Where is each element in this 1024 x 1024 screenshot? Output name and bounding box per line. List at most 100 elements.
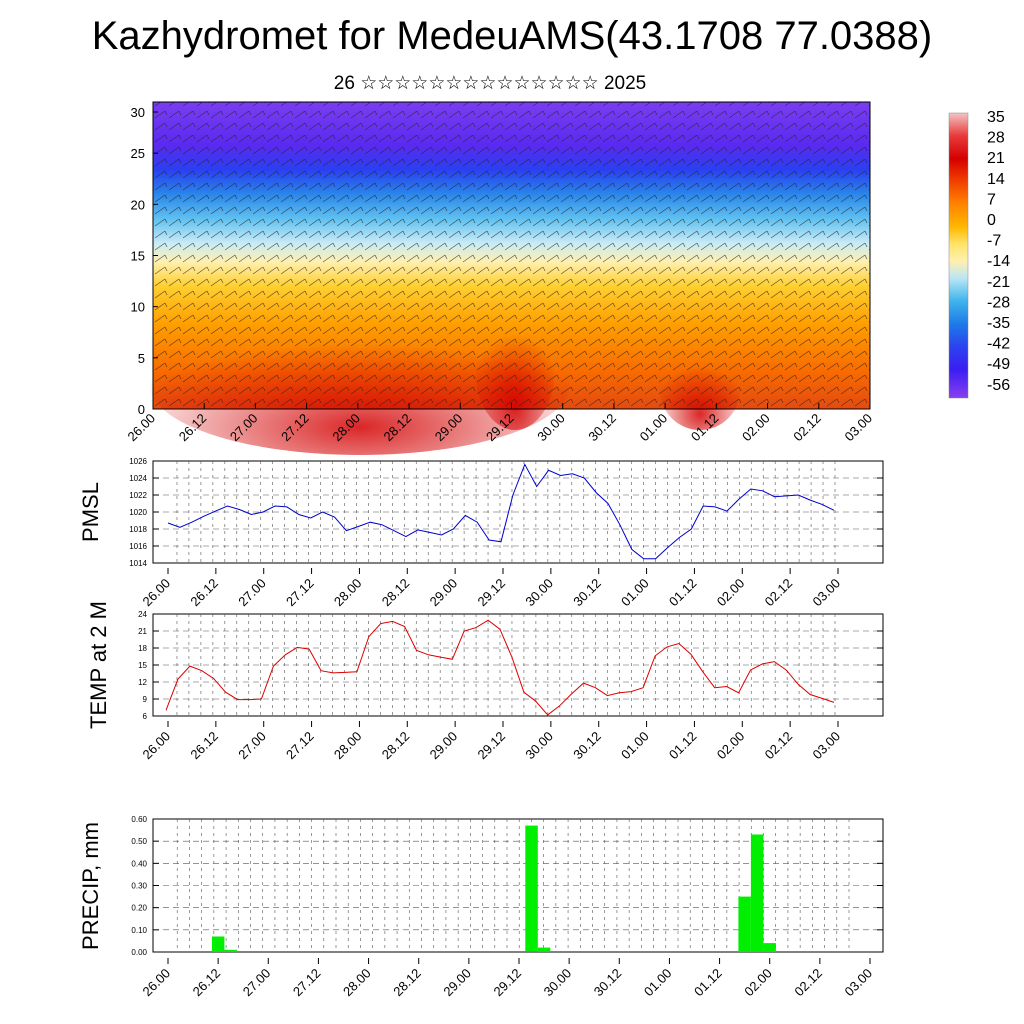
precip-bars <box>211 825 776 952</box>
temp-grid <box>153 614 883 716</box>
precip-ylabel-0: 0.00 <box>131 948 147 957</box>
colorbar-label-11: -42 <box>987 336 1010 353</box>
precip-bar-48 <box>763 943 776 952</box>
temp-ylabel-3: 15 <box>138 661 147 670</box>
cs-x-label-9: 30.12 <box>585 411 619 445</box>
precip-bar-5 <box>224 949 237 952</box>
precip-y-axis: 0.00 0.10 0.20 0.30 0.40 0.50 0.60 <box>131 815 883 957</box>
temp-x-label-9: 30.12 <box>570 729 604 763</box>
pmsl-x-label-1: 26.12 <box>187 576 221 610</box>
precip-bar-30 <box>537 947 551 952</box>
colorbar: 35 28 21 14 7 0 -7 -14 -21 -28 -35 -42 -49 -56 <box>948 109 1010 399</box>
pmsl-ylabel-2: 1018 <box>129 525 147 534</box>
temp-x-axis: 26.00 26.12 27.00 27.12 28.00 28.12 29.00 29.12… <box>140 721 843 763</box>
colorbar-label-1: 28 <box>987 130 1005 147</box>
temp-x-label-6: 29.00 <box>427 729 461 763</box>
colorbar-label-7: -14 <box>987 253 1010 270</box>
temp-y-axis: 6 9 12 15 18 21 24 <box>138 610 883 721</box>
pmsl-grid <box>153 461 883 563</box>
precip-x-label-10: 01.00 <box>641 966 675 1000</box>
precip-grid <box>153 819 883 952</box>
colorbar-label-12: -49 <box>987 356 1010 373</box>
cs-ylabel-0: 0 <box>138 402 145 417</box>
colorbar-ramp <box>948 112 969 399</box>
temp-x-label-8: 30.00 <box>522 729 556 763</box>
pmsl-y-axis: 1014 1016 1018 1020 1022 1024 1026 <box>129 457 883 568</box>
precip-panel: 0.000.100.200.300.400.500.60 26.00 26.12 2… <box>78 815 884 1000</box>
pmsl-x-label-11: 01.12 <box>666 576 700 610</box>
cs-x-label-12: 02.00 <box>739 411 773 445</box>
cs-x-label-13: 02.12 <box>790 411 824 445</box>
cross-section-y-axis: 0 5 10 15 20 25 30 <box>131 105 158 417</box>
wind-barbs-layer <box>153 102 870 409</box>
temp-ylabel-6: 24 <box>138 610 147 619</box>
temp-x-label-7: 29.12 <box>475 729 509 763</box>
pmsl-x-label-3: 27.12 <box>283 576 317 610</box>
pmsl-ylabel-6: 1026 <box>129 457 147 466</box>
temp-x-label-4: 28.00 <box>331 729 365 763</box>
temp-x-label-5: 28.12 <box>379 729 413 763</box>
precip-x-label-14: 03.00 <box>842 966 876 1000</box>
precip-axis-label: PRECIP, mm <box>78 822 103 950</box>
pmsl-x-label-7: 29.12 <box>475 576 509 610</box>
pmsl-x-label-8: 30.00 <box>522 576 556 610</box>
colorbar-label-0: 35 <box>987 109 1005 126</box>
precip-x-label-9: 30.12 <box>591 966 625 1000</box>
temp-x-label-2: 27.00 <box>235 729 269 763</box>
cs-ylabel-1: 5 <box>138 351 145 366</box>
precip-ylabel-3: 0.30 <box>131 882 147 891</box>
pmsl-ylabel-3: 1020 <box>129 508 147 517</box>
precip-bar-46 <box>738 896 751 952</box>
precip-bar-29 <box>525 825 538 952</box>
temp-ylabel-1: 9 <box>143 695 148 704</box>
precip-x-label-11: 01.12 <box>691 966 725 1000</box>
cs-x-label-0: 26.00 <box>125 411 159 445</box>
precip-x-label-5: 28.12 <box>390 966 424 1000</box>
precip-x-label-12: 02.00 <box>741 966 775 1000</box>
temp-panel: 6 9 12 15 18 21 24 26.00 26.12 27.00 27.12 28.00 28… <box>86 601 884 763</box>
page-subtitle: 26 ☆☆☆☆☆☆☆☆☆☆☆☆☆☆ 2025 <box>333 73 647 94</box>
pmsl-ylabel-1: 1016 <box>129 542 147 551</box>
precip-x-label-8: 30.00 <box>541 966 575 1000</box>
temp-axis-label: TEMP at 2 M <box>86 601 111 729</box>
pmsl-x-label-0: 26.00 <box>140 576 174 610</box>
precip-bar-4 <box>211 936 225 952</box>
colorbar-label-3: 14 <box>987 171 1005 188</box>
page-title: Kazhydromet for MedeuAMS(43.1708 77.0388… <box>91 14 933 58</box>
colorbar-label-6: -7 <box>987 233 1001 250</box>
pmsl-x-label-6: 29.00 <box>427 576 461 610</box>
temp-x-label-0: 26.00 <box>140 729 174 763</box>
pmsl-x-label-10: 01.00 <box>618 576 652 610</box>
temp-ylabel-5: 21 <box>138 627 147 636</box>
precip-bar-47 <box>750 834 764 952</box>
temp-x-label-1: 26.12 <box>187 729 221 763</box>
pmsl-x-label-14: 03.00 <box>810 576 844 610</box>
cs-ylabel-5: 25 <box>131 146 145 161</box>
pmsl-x-label-13: 02.12 <box>762 576 796 610</box>
pmsl-x-label-12: 02.00 <box>714 576 748 610</box>
cs-x-label-14: 03.00 <box>842 411 876 445</box>
colorbar-label-5: 0 <box>987 212 996 229</box>
pmsl-x-label-4: 28.00 <box>331 576 365 610</box>
precip-x-label-1: 26.12 <box>190 966 224 1000</box>
pmsl-axis-label: PMSL <box>78 482 103 542</box>
temp-x-label-10: 01.00 <box>618 729 652 763</box>
cs-ylabel-6: 30 <box>131 105 145 120</box>
temp-x-label-11: 01.12 <box>666 729 700 763</box>
cs-ylabel-3: 15 <box>131 249 145 264</box>
precip-ylabel-6: 0.60 <box>131 815 147 824</box>
precip-ylabel-2: 0.20 <box>131 904 147 913</box>
cs-ylabel-4: 20 <box>131 197 145 212</box>
precip-x-label-4: 28.00 <box>340 966 374 1000</box>
cs-x-label-10: 01.00 <box>637 411 671 445</box>
colorbar-label-4: 7 <box>987 191 996 208</box>
pmsl-ylabel-4: 1022 <box>129 491 147 500</box>
pmsl-x-label-9: 30.12 <box>570 576 604 610</box>
colorbar-label-9: -28 <box>987 294 1010 311</box>
temp-x-label-12: 02.00 <box>714 729 748 763</box>
pmsl-x-label-5: 28.12 <box>379 576 413 610</box>
temp-x-label-13: 02.12 <box>762 729 796 763</box>
temp-ylabel-4: 18 <box>138 644 147 653</box>
